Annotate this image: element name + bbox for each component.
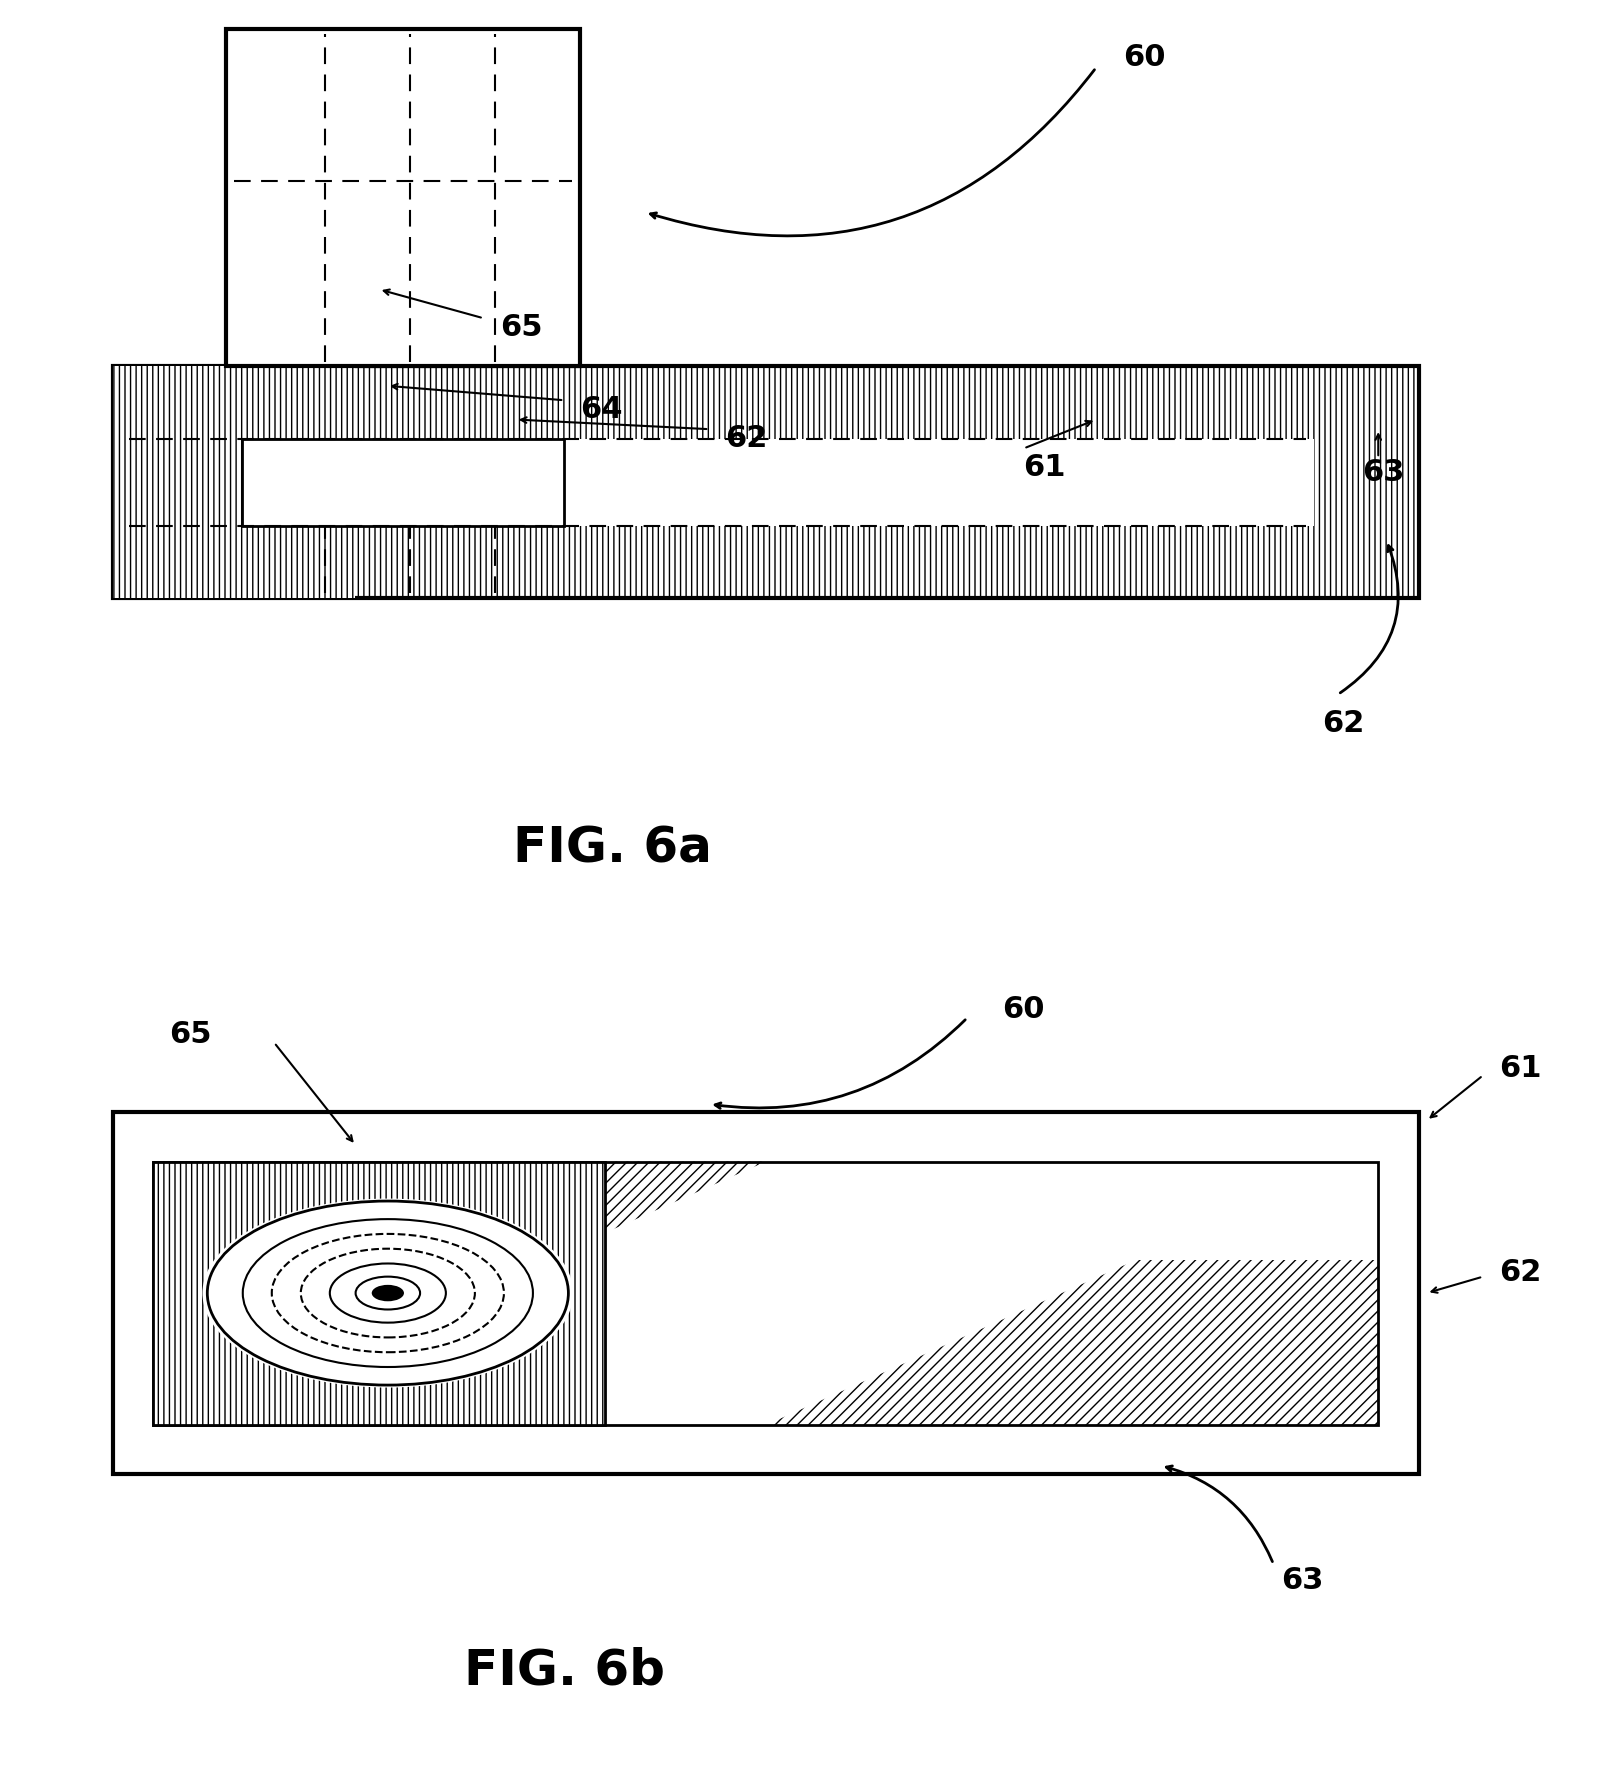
Bar: [242, 439, 564, 525]
Circle shape: [203, 1198, 574, 1388]
Bar: [153, 1161, 1378, 1425]
Text: 64: 64: [580, 395, 622, 425]
Text: 62: 62: [1322, 709, 1364, 738]
Text: 61: 61: [1499, 1054, 1541, 1084]
Text: 62: 62: [1499, 1257, 1541, 1288]
Text: 65: 65: [169, 1020, 211, 1048]
Text: 65: 65: [500, 313, 542, 343]
Text: 61: 61: [1024, 454, 1066, 482]
Text: 63: 63: [1282, 1566, 1323, 1595]
Text: FIG. 6b: FIG. 6b: [464, 1647, 664, 1695]
Text: 62: 62: [725, 425, 767, 454]
Bar: [113, 525, 1419, 598]
Bar: [113, 366, 1419, 598]
Bar: [226, 29, 580, 366]
Bar: [1314, 366, 1419, 598]
Text: 60: 60: [1003, 995, 1045, 1023]
Bar: [1314, 366, 1419, 598]
Bar: [153, 1161, 605, 1425]
Bar: [113, 366, 1419, 439]
Bar: [113, 366, 1419, 439]
Text: 60: 60: [1124, 43, 1165, 73]
Bar: [113, 1113, 1419, 1473]
Text: 63: 63: [1362, 457, 1404, 488]
Bar: [153, 1161, 605, 1425]
Circle shape: [372, 1284, 405, 1302]
Bar: [113, 366, 355, 598]
Bar: [113, 525, 1419, 598]
Bar: [113, 366, 355, 598]
Text: FIG. 6a: FIG. 6a: [513, 825, 713, 873]
